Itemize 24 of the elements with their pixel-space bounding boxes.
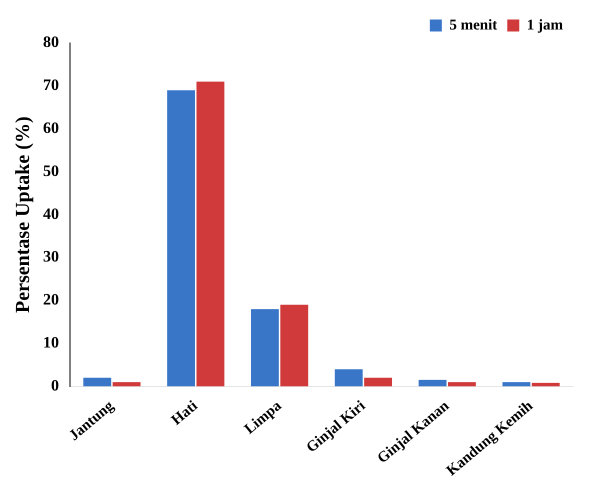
y-tick-label: 20 [43,292,59,309]
y-tick-label: 0 [51,378,59,394]
bar [280,304,308,386]
bar [334,369,363,386]
legend-label: 1 jam [526,17,564,34]
bar [196,82,224,386]
bar [250,309,279,386]
bar [418,380,447,386]
y-tick-label: 50 [43,162,59,180]
bar [167,90,196,386]
y-axis-title: Persentase Uptake (%) [12,116,34,313]
y-tick-label: 10 [43,334,59,352]
bar [448,382,476,386]
y-tick-label: 70 [43,77,59,94]
bar [502,382,530,386]
bar [364,378,392,386]
y-tick-label: 80 [43,34,59,52]
bar [83,378,112,386]
legend-label: 5 menit [449,17,498,34]
bar [112,382,141,386]
y-tick-label: 40 [43,206,59,223]
y-tick-label: 60 [43,120,59,137]
y-tick-label: 30 [43,248,59,266]
x-tick-label: Hati [168,398,201,429]
